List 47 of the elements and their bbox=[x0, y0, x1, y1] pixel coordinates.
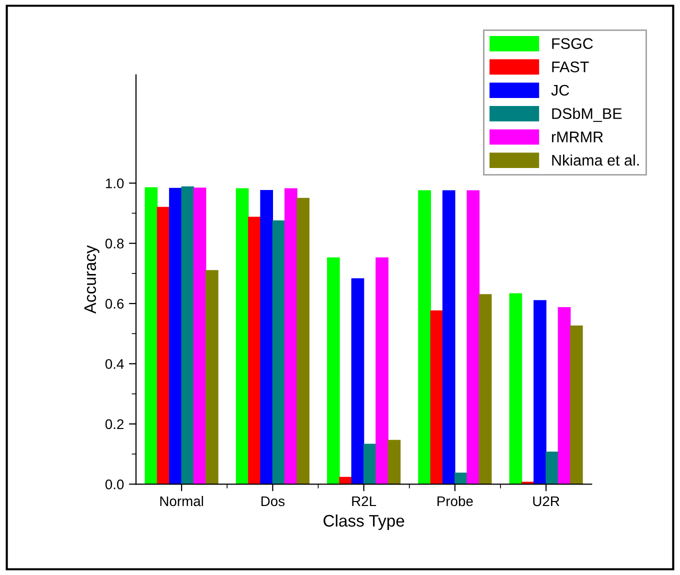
bar bbox=[466, 190, 480, 484]
bar bbox=[534, 300, 546, 484]
x-axis-title: Class Type bbox=[324, 514, 404, 530]
bar bbox=[478, 294, 492, 484]
bar bbox=[351, 278, 364, 484]
x-tick-label: R2L bbox=[352, 496, 376, 506]
bar bbox=[193, 188, 206, 484]
y-tick-label: 0.0 bbox=[105, 479, 124, 490]
x-tick-label: Probe bbox=[438, 496, 473, 506]
bar bbox=[509, 293, 522, 484]
bar bbox=[206, 270, 218, 484]
legend-label: JC bbox=[551, 84, 570, 96]
legend-label: FSGC bbox=[552, 38, 593, 49]
bar bbox=[442, 190, 456, 484]
bar bbox=[388, 440, 401, 484]
bar bbox=[558, 307, 571, 484]
legend-label: Nkiama et al. bbox=[552, 154, 639, 166]
x-tick-label: Dos bbox=[261, 496, 285, 506]
y-tick-label: 0.2 bbox=[105, 419, 124, 430]
bar bbox=[272, 220, 286, 484]
bar bbox=[156, 206, 170, 484]
bar bbox=[248, 216, 261, 484]
y-tick-label: 1.0 bbox=[106, 178, 124, 188]
bar bbox=[546, 452, 559, 484]
legend-label: rMRMR bbox=[552, 132, 603, 142]
x-tick-label: U2R bbox=[533, 496, 560, 506]
y-tick-label: 0.6 bbox=[105, 298, 124, 309]
y-tick-label: 0.8 bbox=[105, 238, 124, 248]
bar bbox=[260, 190, 274, 484]
bar bbox=[327, 257, 340, 484]
y-axis-title: Accuracy bbox=[84, 245, 100, 314]
bar bbox=[363, 444, 376, 484]
bar bbox=[144, 187, 158, 484]
bar bbox=[296, 198, 310, 484]
bar bbox=[418, 190, 431, 484]
bar bbox=[181, 186, 194, 484]
legend-label: DSbM_BE bbox=[552, 108, 622, 122]
bar bbox=[284, 188, 298, 484]
bar bbox=[376, 257, 388, 484]
bar bbox=[570, 325, 583, 484]
bar bbox=[236, 188, 249, 484]
y-tick-label: 0.4 bbox=[105, 359, 124, 369]
bar bbox=[169, 188, 182, 484]
bar bbox=[454, 472, 468, 484]
legend-label: FAST bbox=[552, 62, 589, 72]
x-tick-label: Normal bbox=[160, 496, 204, 506]
bar bbox=[430, 310, 444, 484]
